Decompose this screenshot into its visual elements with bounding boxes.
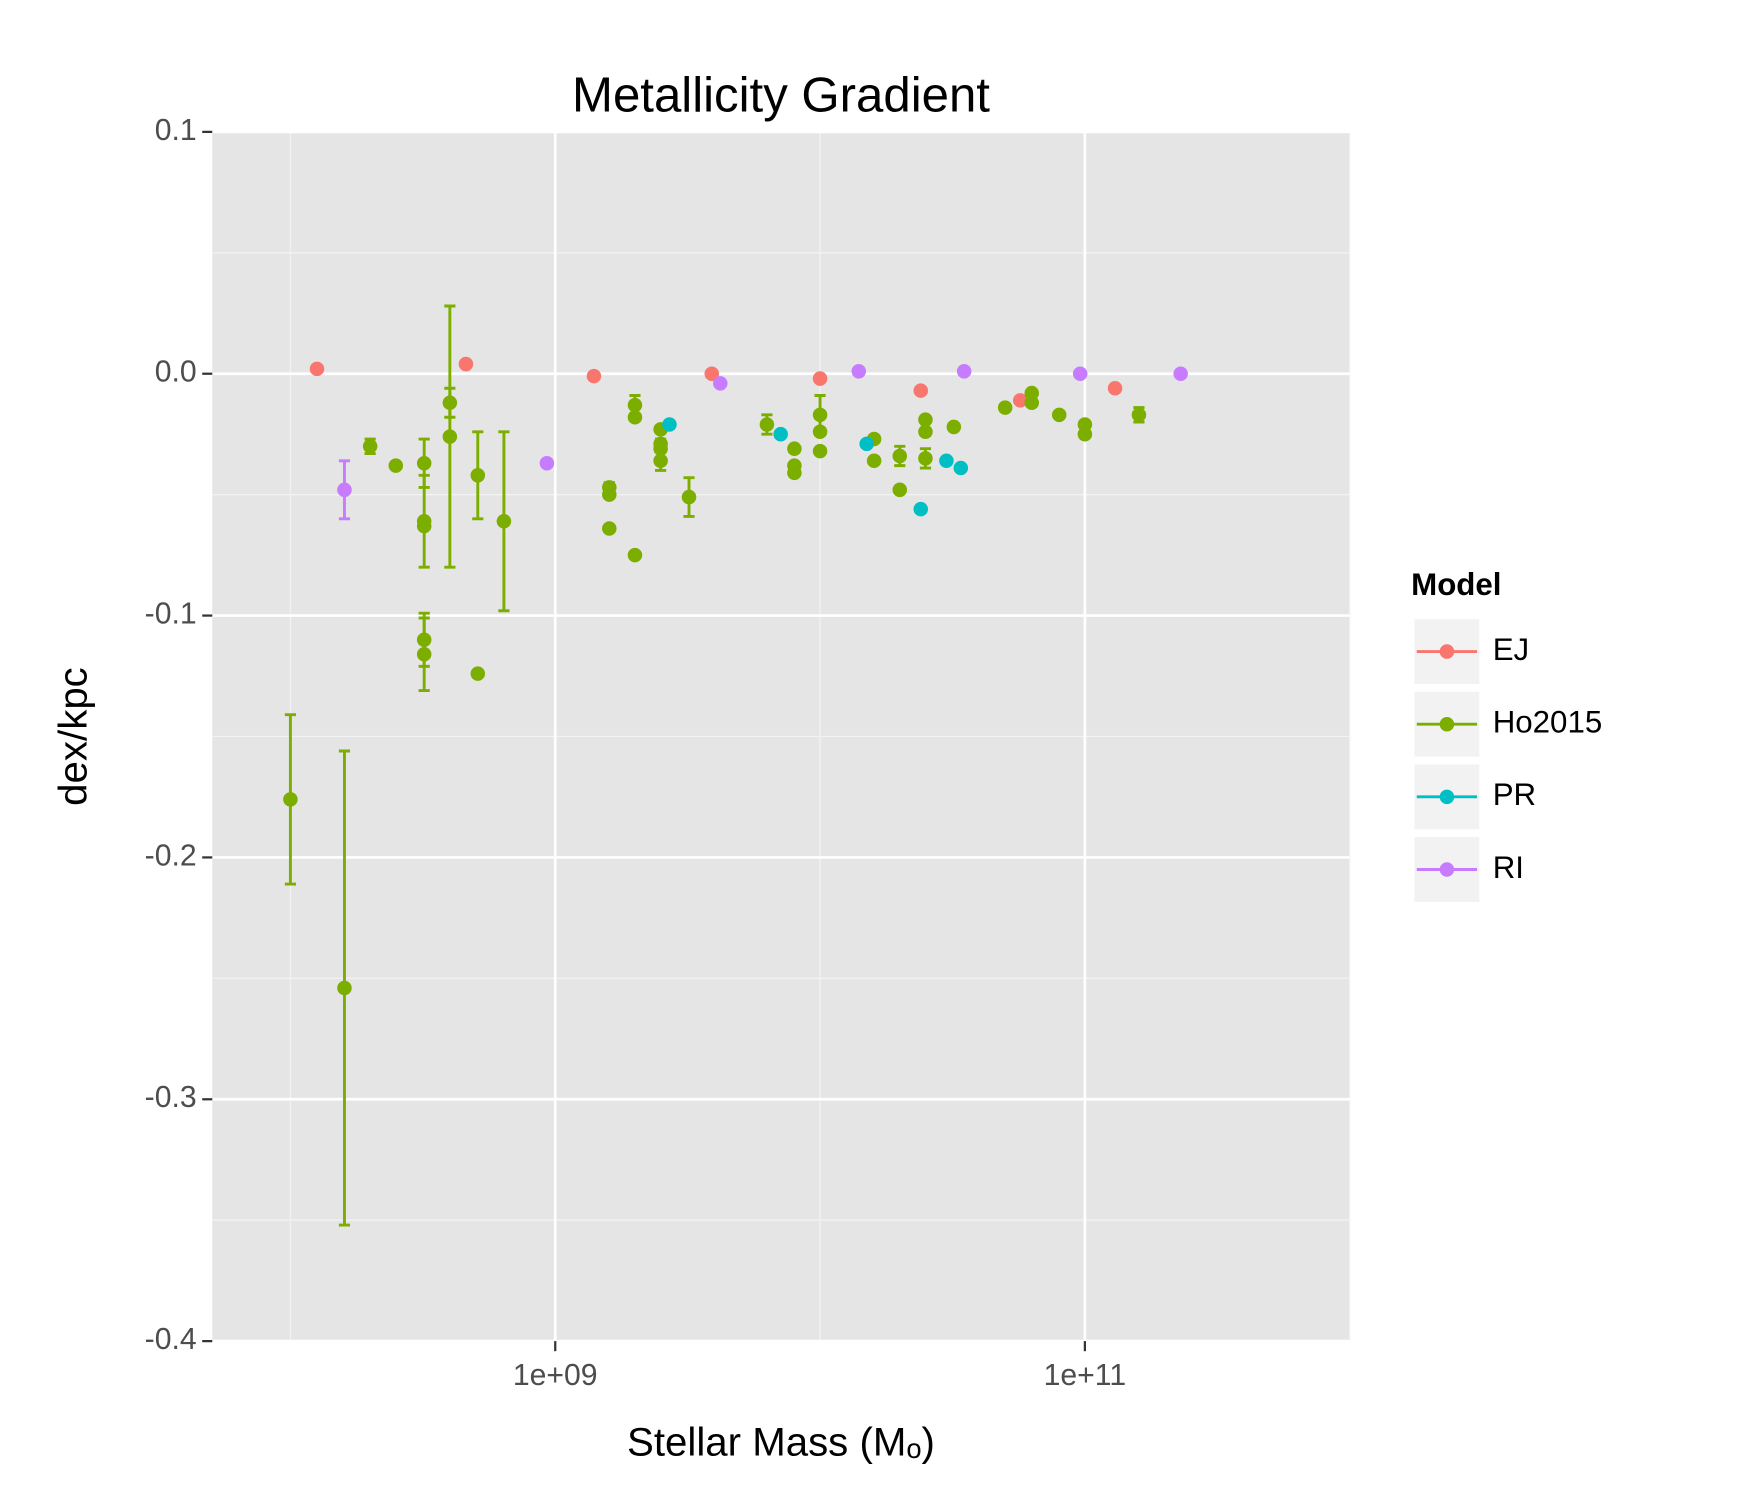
point — [681, 489, 697, 505]
point — [704, 366, 720, 381]
point — [851, 364, 867, 379]
point — [1107, 380, 1123, 396]
point — [866, 453, 882, 469]
point — [388, 458, 404, 473]
point — [362, 439, 378, 454]
point — [859, 436, 874, 452]
legend-point — [1439, 716, 1455, 732]
y-tick-label: -0.1 — [145, 598, 197, 631]
point — [787, 465, 802, 481]
point — [713, 376, 728, 391]
point — [918, 412, 933, 427]
point — [1024, 395, 1040, 411]
point — [627, 547, 643, 563]
legend-point — [1439, 644, 1455, 659]
y-axis-title: dex/kpc — [51, 667, 96, 806]
point — [1173, 366, 1188, 381]
point — [759, 417, 775, 432]
legend-label: EJ — [1493, 632, 1529, 667]
point — [602, 521, 617, 536]
point — [416, 455, 432, 471]
point — [913, 383, 929, 398]
point — [586, 368, 602, 384]
point — [309, 361, 325, 377]
point — [458, 356, 474, 372]
point — [997, 400, 1013, 415]
grid — [212, 130, 1351, 1343]
point — [337, 980, 352, 996]
point — [470, 666, 486, 681]
point — [812, 371, 828, 386]
point — [812, 443, 828, 459]
point — [892, 448, 908, 464]
y-tick-label: -0.3 — [145, 1081, 197, 1114]
y-tick-label: -0.4 — [145, 1323, 197, 1356]
point — [918, 451, 933, 466]
point — [496, 513, 512, 529]
x-tick-label: 1e+09 — [513, 1359, 598, 1392]
legend: EJ Ho2015 PR RI — [1412, 616, 1603, 905]
point — [1012, 393, 1028, 408]
point — [1077, 426, 1093, 442]
x-tick-label: 1e+11 — [1044, 1359, 1126, 1392]
point — [953, 460, 969, 476]
point — [283, 792, 298, 807]
marks — [283, 304, 1188, 1227]
point — [539, 455, 555, 471]
point — [956, 364, 972, 379]
chart-title: Metallicity Gradient — [572, 67, 990, 122]
point — [602, 487, 617, 502]
point — [662, 417, 677, 432]
point — [946, 419, 962, 435]
point — [913, 501, 929, 517]
point — [939, 453, 954, 469]
point — [773, 426, 788, 442]
point — [812, 407, 828, 423]
legend-label: RI — [1493, 850, 1524, 885]
legend-title: Model — [1411, 567, 1501, 602]
y-tick-label: 0.1 — [155, 114, 197, 147]
point — [627, 409, 643, 425]
point — [918, 424, 933, 440]
legend-point — [1439, 789, 1455, 805]
point — [627, 397, 643, 413]
point — [470, 468, 486, 483]
point — [442, 429, 458, 444]
point — [812, 424, 828, 440]
point — [337, 482, 352, 498]
y-tick-label: -0.2 — [145, 839, 197, 872]
point — [653, 453, 668, 469]
point — [892, 482, 908, 498]
point — [1131, 407, 1147, 423]
legend-label: PR — [1493, 777, 1536, 812]
legend-point — [1439, 862, 1455, 877]
point — [1051, 407, 1067, 423]
x-axis-title: Stellar Mass (Mₒ) — [627, 1420, 935, 1465]
point — [416, 647, 432, 662]
point — [787, 441, 802, 456]
y-tick-label: 0.0 — [155, 356, 197, 389]
point — [1072, 366, 1088, 381]
point — [416, 518, 432, 534]
legend-label: Ho2015 — [1493, 704, 1603, 739]
